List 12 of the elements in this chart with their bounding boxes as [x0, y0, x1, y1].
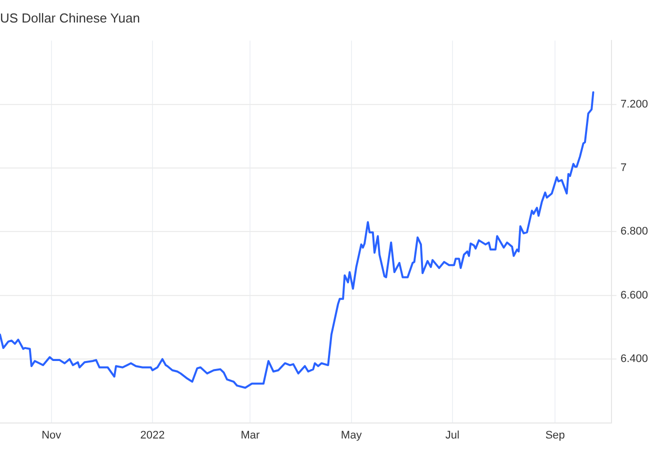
x-tick-label: May	[340, 429, 362, 442]
y-tick-label: 6.600	[620, 289, 648, 302]
x-tick-label: Mar	[240, 429, 260, 442]
x-tick-label: 2022	[140, 429, 165, 442]
x-tick-label: Sep	[545, 429, 565, 442]
x-tick-label: Jul	[445, 429, 460, 442]
y-tick-label: 6.400	[620, 353, 648, 366]
chart-title: US Dollar Chinese Yuan	[0, 10, 140, 26]
x-tick-label: Nov	[42, 429, 62, 442]
y-tick-label: 7.200	[620, 98, 648, 110]
y-tick-label: 6.800	[620, 226, 648, 238]
y-tick-label: 7	[620, 162, 627, 174]
